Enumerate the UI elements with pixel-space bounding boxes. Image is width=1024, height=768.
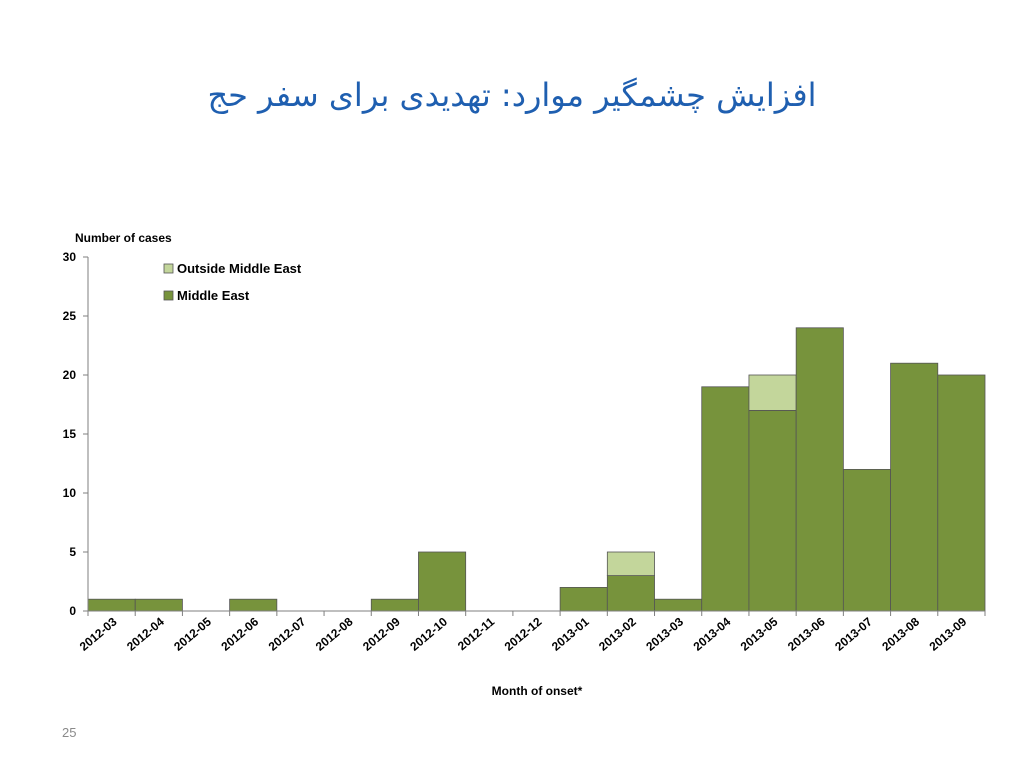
bar-middle-east-2012-03 <box>87 598 136 612</box>
bar-outside-middle-east-2013-02 <box>606 551 655 577</box>
bar-middle-east-2012-10 <box>418 551 467 612</box>
x-tick-label: 2013-08 <box>879 614 922 653</box>
legend: Outside Middle East Middle East <box>163 261 302 303</box>
x-tick-label: 2012-12 <box>502 614 545 653</box>
y-axis-label: Number of cases <box>75 231 172 245</box>
bar-middle-east-2013-07 <box>842 468 891 612</box>
slide-title: افزایش چشمگیر موارد: تهدیدی برای سفر حج <box>207 76 817 114</box>
x-tick-label: 2012-08 <box>313 614 356 653</box>
page-number: 25 <box>62 725 77 740</box>
x-tick-label: 2013-07 <box>832 614 875 653</box>
x-tick-label: 2012-06 <box>218 614 261 653</box>
y-tick-label: 25 <box>63 309 77 323</box>
bar-middle-east-2013-05 <box>748 409 797 612</box>
legend-swatch <box>163 263 174 274</box>
bar-middle-east-2013-06 <box>795 327 844 612</box>
y-tick-label: 5 <box>69 545 76 559</box>
bar-middle-east-2012-06 <box>229 598 278 612</box>
x-tick-label: 2013-02 <box>596 614 639 653</box>
bar-outside-middle-east-2013-05 <box>748 374 797 411</box>
bar-middle-east-2013-04 <box>701 386 750 612</box>
legend-label: Outside Middle East <box>177 261 302 276</box>
x-tick-label: 2013-03 <box>643 614 686 653</box>
x-tick-label: 2012-10 <box>407 614 450 653</box>
x-tick-label: 2012-11 <box>455 614 497 653</box>
x-tick-label: 2013-01 <box>549 614 592 653</box>
y-tick-label: 15 <box>63 427 77 441</box>
legend-label: Middle East <box>177 288 250 303</box>
x-tick-label: 2013-04 <box>691 614 734 653</box>
y-tick-label: 20 <box>63 368 77 382</box>
bar-middle-east-2013-08 <box>890 362 939 612</box>
y-tick-label: 30 <box>63 250 77 264</box>
x-axis-label: Month of onset* <box>492 684 583 698</box>
x-tick-label: 2012-07 <box>266 614 309 653</box>
x-tick-label: 2012-03 <box>77 614 120 653</box>
x-tick-label: 2013-05 <box>738 614 781 653</box>
legend-swatch <box>163 290 174 301</box>
y-tick-label: 0 <box>69 604 76 618</box>
bar-middle-east-2013-09 <box>937 374 986 612</box>
bars-group <box>87 327 986 612</box>
bar-middle-east-2013-02 <box>606 575 655 612</box>
x-tick-label: 2012-05 <box>171 614 214 653</box>
bar-middle-east-2013-01 <box>559 587 608 612</box>
x-tick-label: 2012-04 <box>124 614 167 653</box>
x-tick-label: 2012-09 <box>360 614 403 653</box>
bar-middle-east-2012-09 <box>370 598 419 612</box>
y-tick-label: 10 <box>63 486 77 500</box>
bar-middle-east-2013-03 <box>654 598 703 612</box>
x-tick-label: 2013-09 <box>927 614 970 653</box>
x-tick-label: 2013-06 <box>785 614 828 653</box>
bar-middle-east-2012-04 <box>134 598 183 612</box>
